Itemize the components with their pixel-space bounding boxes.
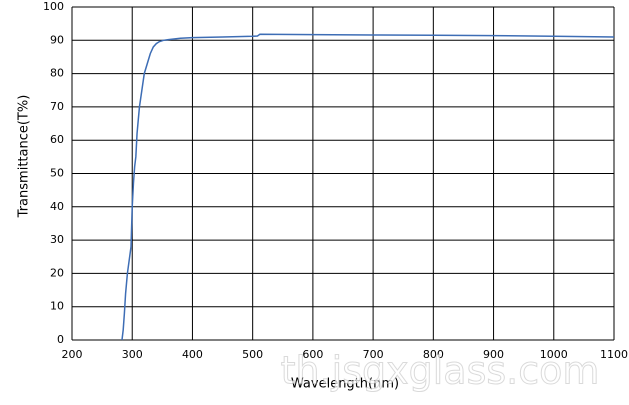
x-tick-label: 200 [62,348,83,361]
y-tick-label: 20 [50,266,64,279]
y-tick-label: 50 [50,167,64,180]
x-tick-label: 600 [302,348,323,361]
y-tick-label: 30 [50,233,64,246]
x-tick-label: 700 [363,348,384,361]
x-tick-label: 300 [122,348,143,361]
y-axis-title: Transmittance(T%) [17,95,32,219]
y-tick-label: 70 [50,100,64,113]
x-tick-label: 1000 [540,348,568,361]
x-tick-label: 1100 [600,348,628,361]
x-axis-title: Wavelength(nm) [291,377,399,392]
y-tick-label: 60 [50,133,64,146]
x-tick-label: 800 [423,348,444,361]
data-line [121,33,615,341]
y-tick-label: 90 [50,33,64,46]
y-tick-label: 100 [43,0,64,13]
x-tick-label: 900 [483,348,504,361]
y-tick-label: 80 [50,67,64,80]
x-tick-label: 500 [242,348,263,361]
y-tick-label: 40 [50,200,64,213]
y-tick-label: 10 [50,300,64,313]
x-tick-label: 400 [182,348,203,361]
y-tick-label: 0 [57,333,64,346]
watermark: th.jsgxglass.com [281,349,600,393]
